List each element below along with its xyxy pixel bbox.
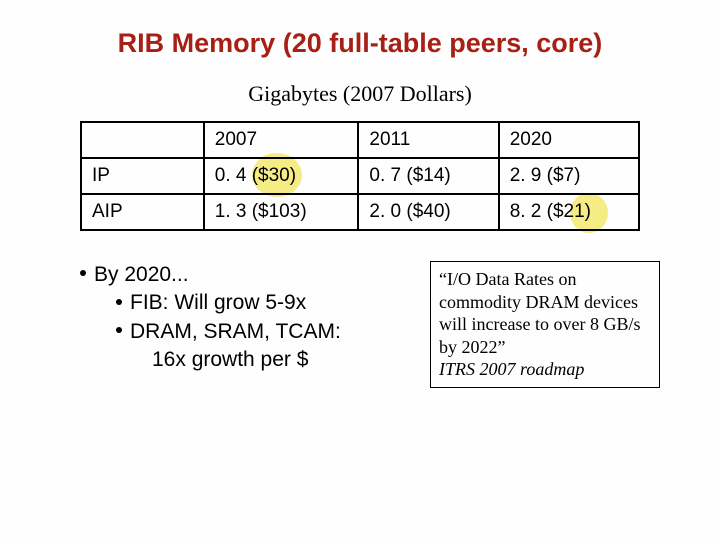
- bottom-row: By 2020... FIB: Will grow 5-9x DRAM, SRA…: [40, 261, 680, 388]
- table-cell: IP: [81, 158, 204, 194]
- table-cell: 2. 9 ($7): [499, 158, 639, 194]
- data-table: 2007 2011 2020 IP 0. 4 ($30) 0. 7 ($14) …: [80, 121, 640, 231]
- quote-box: “I/O Data Rates on commodity DRAM device…: [430, 261, 660, 388]
- bullet-dot-icon: [116, 299, 122, 305]
- table-cell: 8. 2 ($21): [499, 194, 639, 230]
- table-cell: 1. 3 ($103): [204, 194, 359, 230]
- table-header-row: 2007 2011 2020: [81, 122, 639, 158]
- quote-text: “I/O Data Rates on commodity DRAM device…: [439, 269, 640, 357]
- bullet-list: By 2020... FIB: Will grow 5-9x DRAM, SRA…: [80, 261, 410, 374]
- bullet-dot-icon: [116, 327, 122, 333]
- table-cell: 0. 4 ($30): [204, 158, 359, 194]
- bullet-text: 16x growth per $: [152, 348, 308, 371]
- table-cell: AIP: [81, 194, 204, 230]
- table-header-cell: 2011: [358, 122, 498, 158]
- quote-source: ITRS 2007 roadmap: [439, 359, 584, 379]
- bullet-item: FIB: Will grow 5-9x: [116, 289, 410, 317]
- table-header-cell: 2007: [204, 122, 359, 158]
- slide-subtitle: Gigabytes (2007 Dollars): [40, 81, 680, 107]
- table-row: IP 0. 4 ($30) 0. 7 ($14) 2. 9 ($7): [81, 158, 639, 194]
- table-row: AIP 1. 3 ($103) 2. 0 ($40) 8. 2 ($21): [81, 194, 639, 230]
- bullet-item: DRAM, SRAM, TCAM:: [116, 318, 410, 346]
- bullet-text: By 2020...: [94, 263, 189, 286]
- table-cell: 0. 7 ($14): [358, 158, 498, 194]
- bullet-text: FIB: Will grow 5-9x: [130, 291, 306, 314]
- table-cell: 2. 0 ($40): [358, 194, 498, 230]
- bullet-continuation: 16x growth per $: [152, 346, 410, 374]
- table-container: 2007 2011 2020 IP 0. 4 ($30) 0. 7 ($14) …: [80, 121, 640, 231]
- table-header-cell: [81, 122, 204, 158]
- bullet-item: By 2020...: [80, 261, 410, 289]
- bullet-text: DRAM, SRAM, TCAM:: [130, 320, 341, 343]
- bullet-dot-icon: [80, 270, 86, 276]
- table-header-cell: 2020: [499, 122, 639, 158]
- slide-title: RIB Memory (20 full-table peers, core): [40, 28, 680, 59]
